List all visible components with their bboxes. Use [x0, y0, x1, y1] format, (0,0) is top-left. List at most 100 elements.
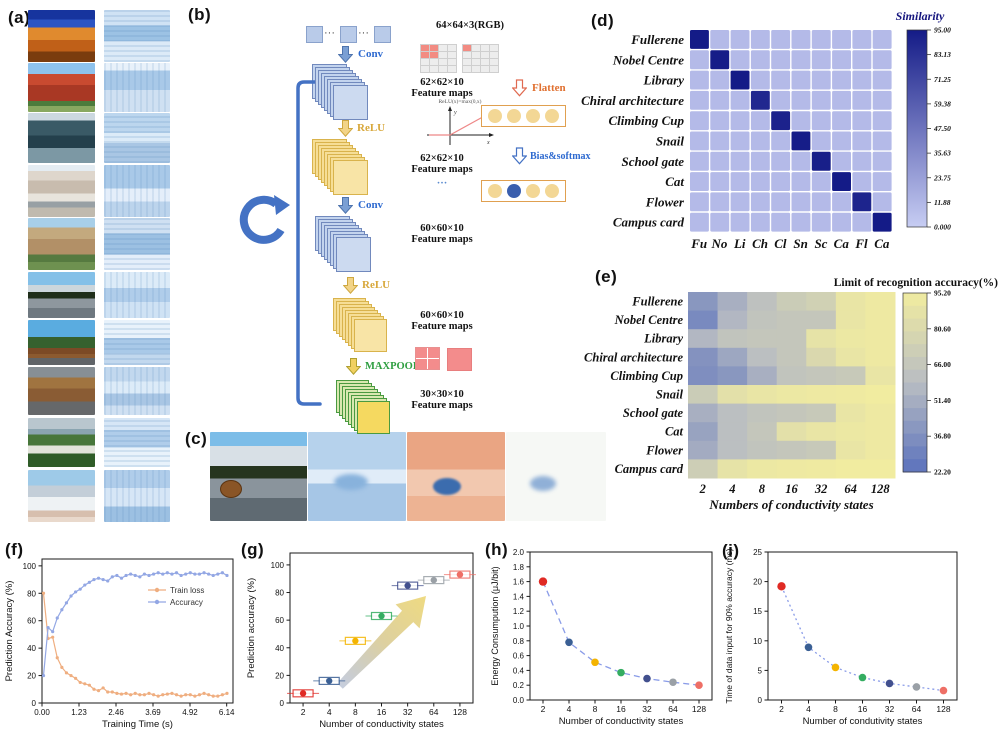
row-label: Snail [656, 134, 685, 149]
heatmap-cell [688, 292, 719, 312]
heatmap-cell [835, 310, 866, 330]
maxpool-arrow-icon [346, 358, 361, 375]
row-label: Fullerene [630, 32, 684, 47]
heatmap-cell [852, 30, 872, 49]
heatmap-cell [811, 50, 831, 70]
heatmap-cell [811, 212, 831, 232]
heatmap-cell [730, 90, 750, 110]
series-marker [92, 687, 96, 691]
heatmap-cell [872, 192, 892, 212]
maxpool-result-square [447, 348, 472, 371]
ellipsis-icon: ··· [358, 27, 369, 39]
trend-arrow [337, 596, 426, 689]
series-marker [60, 608, 64, 612]
x-tick-label: 4 [806, 704, 811, 714]
heatmap-cell [791, 192, 811, 212]
data-point [538, 577, 548, 586]
series-marker [170, 691, 174, 695]
col-label: 64 [844, 482, 857, 496]
y-tick-label: 0.2 [513, 681, 525, 690]
colorbar-tick: 23.75 [933, 173, 951, 182]
panel-label-h: (h) [485, 540, 509, 559]
series-marker [87, 580, 91, 584]
y-axis-label: Energy Consumpution (μJ/bit) [490, 566, 500, 685]
row-label: Flower [645, 443, 683, 457]
series-marker [119, 692, 124, 696]
colorbar-tick: 36.80 [934, 432, 951, 441]
heatmap-cell [791, 30, 811, 49]
colorbar-segment [903, 382, 927, 396]
x-tick-label: 4.92 [182, 708, 198, 717]
processed-chiral-architecture [104, 165, 170, 217]
y-tick-label: 60 [275, 616, 284, 625]
snail-feature [433, 478, 461, 495]
heatmap-cell [730, 50, 750, 70]
training-curve-chart: 0.00 1.23 2.46 3.69 4.92 6.14 0 20 40 60 80 100 Trai… [4, 558, 235, 730]
snail-feature [530, 476, 556, 491]
series-marker [74, 590, 78, 594]
panel-label-b: (b) [188, 5, 212, 24]
x-tick-label: 3.69 [145, 708, 161, 717]
col-label: Sc [814, 236, 827, 251]
data-point [912, 683, 921, 691]
panel-label-a: (a) [8, 8, 31, 27]
heatmap-cell [747, 292, 778, 312]
heatmap-cell [688, 459, 719, 479]
row-label: Nobel Centre [614, 313, 684, 327]
relu-label: ReLU [357, 122, 386, 134]
heatmap-cell [688, 347, 719, 367]
feature-map-layer [336, 237, 371, 272]
heatmap-cell [730, 192, 750, 212]
series-marker [188, 571, 192, 575]
series-line [42, 593, 228, 697]
processed-fullerene [104, 10, 170, 62]
heatmap-cell [865, 403, 896, 423]
heatmap-cell [865, 329, 896, 349]
heatmap-cell [771, 70, 791, 90]
heatmap-cell [771, 90, 791, 110]
x-tick-label: 2 [779, 704, 784, 714]
series-marker [161, 693, 165, 697]
heatmap-cell [806, 292, 837, 312]
panel-label-f: (f) [5, 540, 24, 559]
x-tick-label: 8 [833, 704, 838, 714]
heatmap-cell [835, 292, 866, 312]
heatmap-cell [865, 310, 896, 330]
col-label: Fl [854, 236, 868, 251]
series-marker [51, 630, 55, 634]
x-tick-label: 1.23 [71, 708, 87, 717]
plot-frame [41, 558, 234, 704]
heatmap-cell [730, 70, 750, 90]
series-marker [83, 682, 87, 686]
panel-label-g: (g) [241, 540, 265, 559]
heatmap-cell [747, 347, 778, 367]
x-tick-label: 2 [301, 707, 306, 717]
feature-map-layer [354, 319, 387, 352]
relu-formula: ReLU(x)=max(0,x) [438, 99, 482, 105]
series-marker [74, 676, 78, 680]
plot-frame [529, 551, 713, 701]
series-marker [87, 683, 91, 687]
snail [220, 480, 242, 498]
photo-climbing-cup [28, 218, 95, 270]
heatmap-cell [690, 192, 709, 212]
heatmap-cell [865, 459, 896, 479]
colorbar-segment [903, 446, 927, 460]
series-marker [197, 572, 202, 576]
row-label: Flower [645, 194, 685, 209]
heatmap-cell [771, 172, 791, 191]
heatmap-cell [717, 292, 748, 312]
colorbar-tick: 51.40 [934, 396, 951, 405]
heatmap-cell [835, 403, 866, 423]
x-tick-label: 2.46 [108, 708, 124, 717]
x-tick-label: 32 [403, 707, 413, 717]
heatmap-cell [688, 385, 719, 405]
heatmap-cell [806, 422, 837, 442]
y-tick-label: 1.4 [513, 592, 525, 601]
x-axis-label: Number of conductivity states [559, 716, 684, 727]
row-label: Campus card [613, 215, 685, 230]
row-label: Snail [656, 388, 684, 402]
col-label: 8 [759, 482, 766, 496]
colorbar-segment [903, 356, 927, 371]
